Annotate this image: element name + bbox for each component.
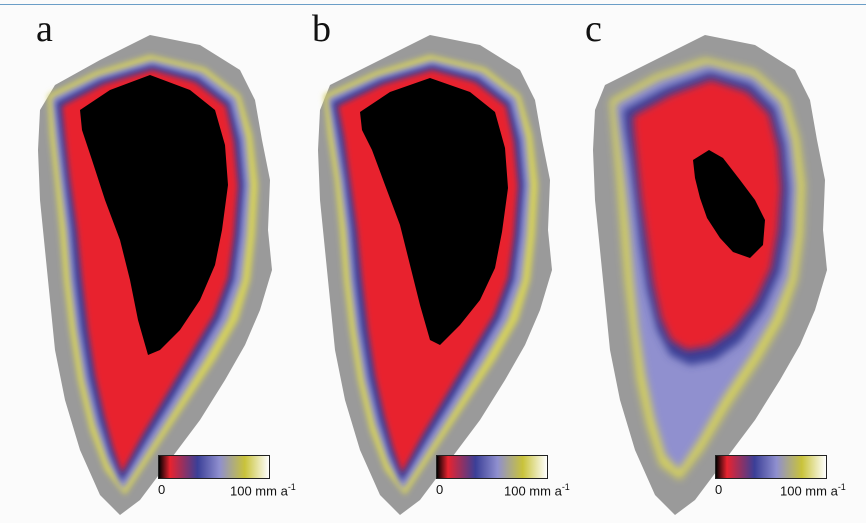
panel-label-a: a [36,8,53,50]
core-a [80,75,228,355]
panel-b: b 0 100 mm a-1 [290,0,575,523]
colorbar-min-c: 0 [715,482,723,497]
colorbar-min-b: 0 [436,482,444,497]
colorbar-min-a: 0 [158,482,166,497]
core-c [693,150,765,258]
panel-a: a 0 100 mm a-1 [0,0,296,523]
colorbar-max-b: 100 mm a-1 [504,482,570,499]
map-c [593,35,827,515]
colorbar-a [158,455,270,479]
colorbar-b [436,455,548,479]
panel-label-b: b [312,8,331,50]
panel-c: c 0 100 mm a-1 [575,0,866,523]
map-a [38,35,272,515]
colorbar-max-c: 100 mm a-1 [780,482,846,499]
top-rule [0,4,866,5]
map-b [318,35,552,515]
panel-label-c: c [585,8,602,50]
colorbar-c [715,455,827,479]
colorbar-max-a: 100 mm a-1 [230,482,296,499]
core-b [360,78,508,345]
